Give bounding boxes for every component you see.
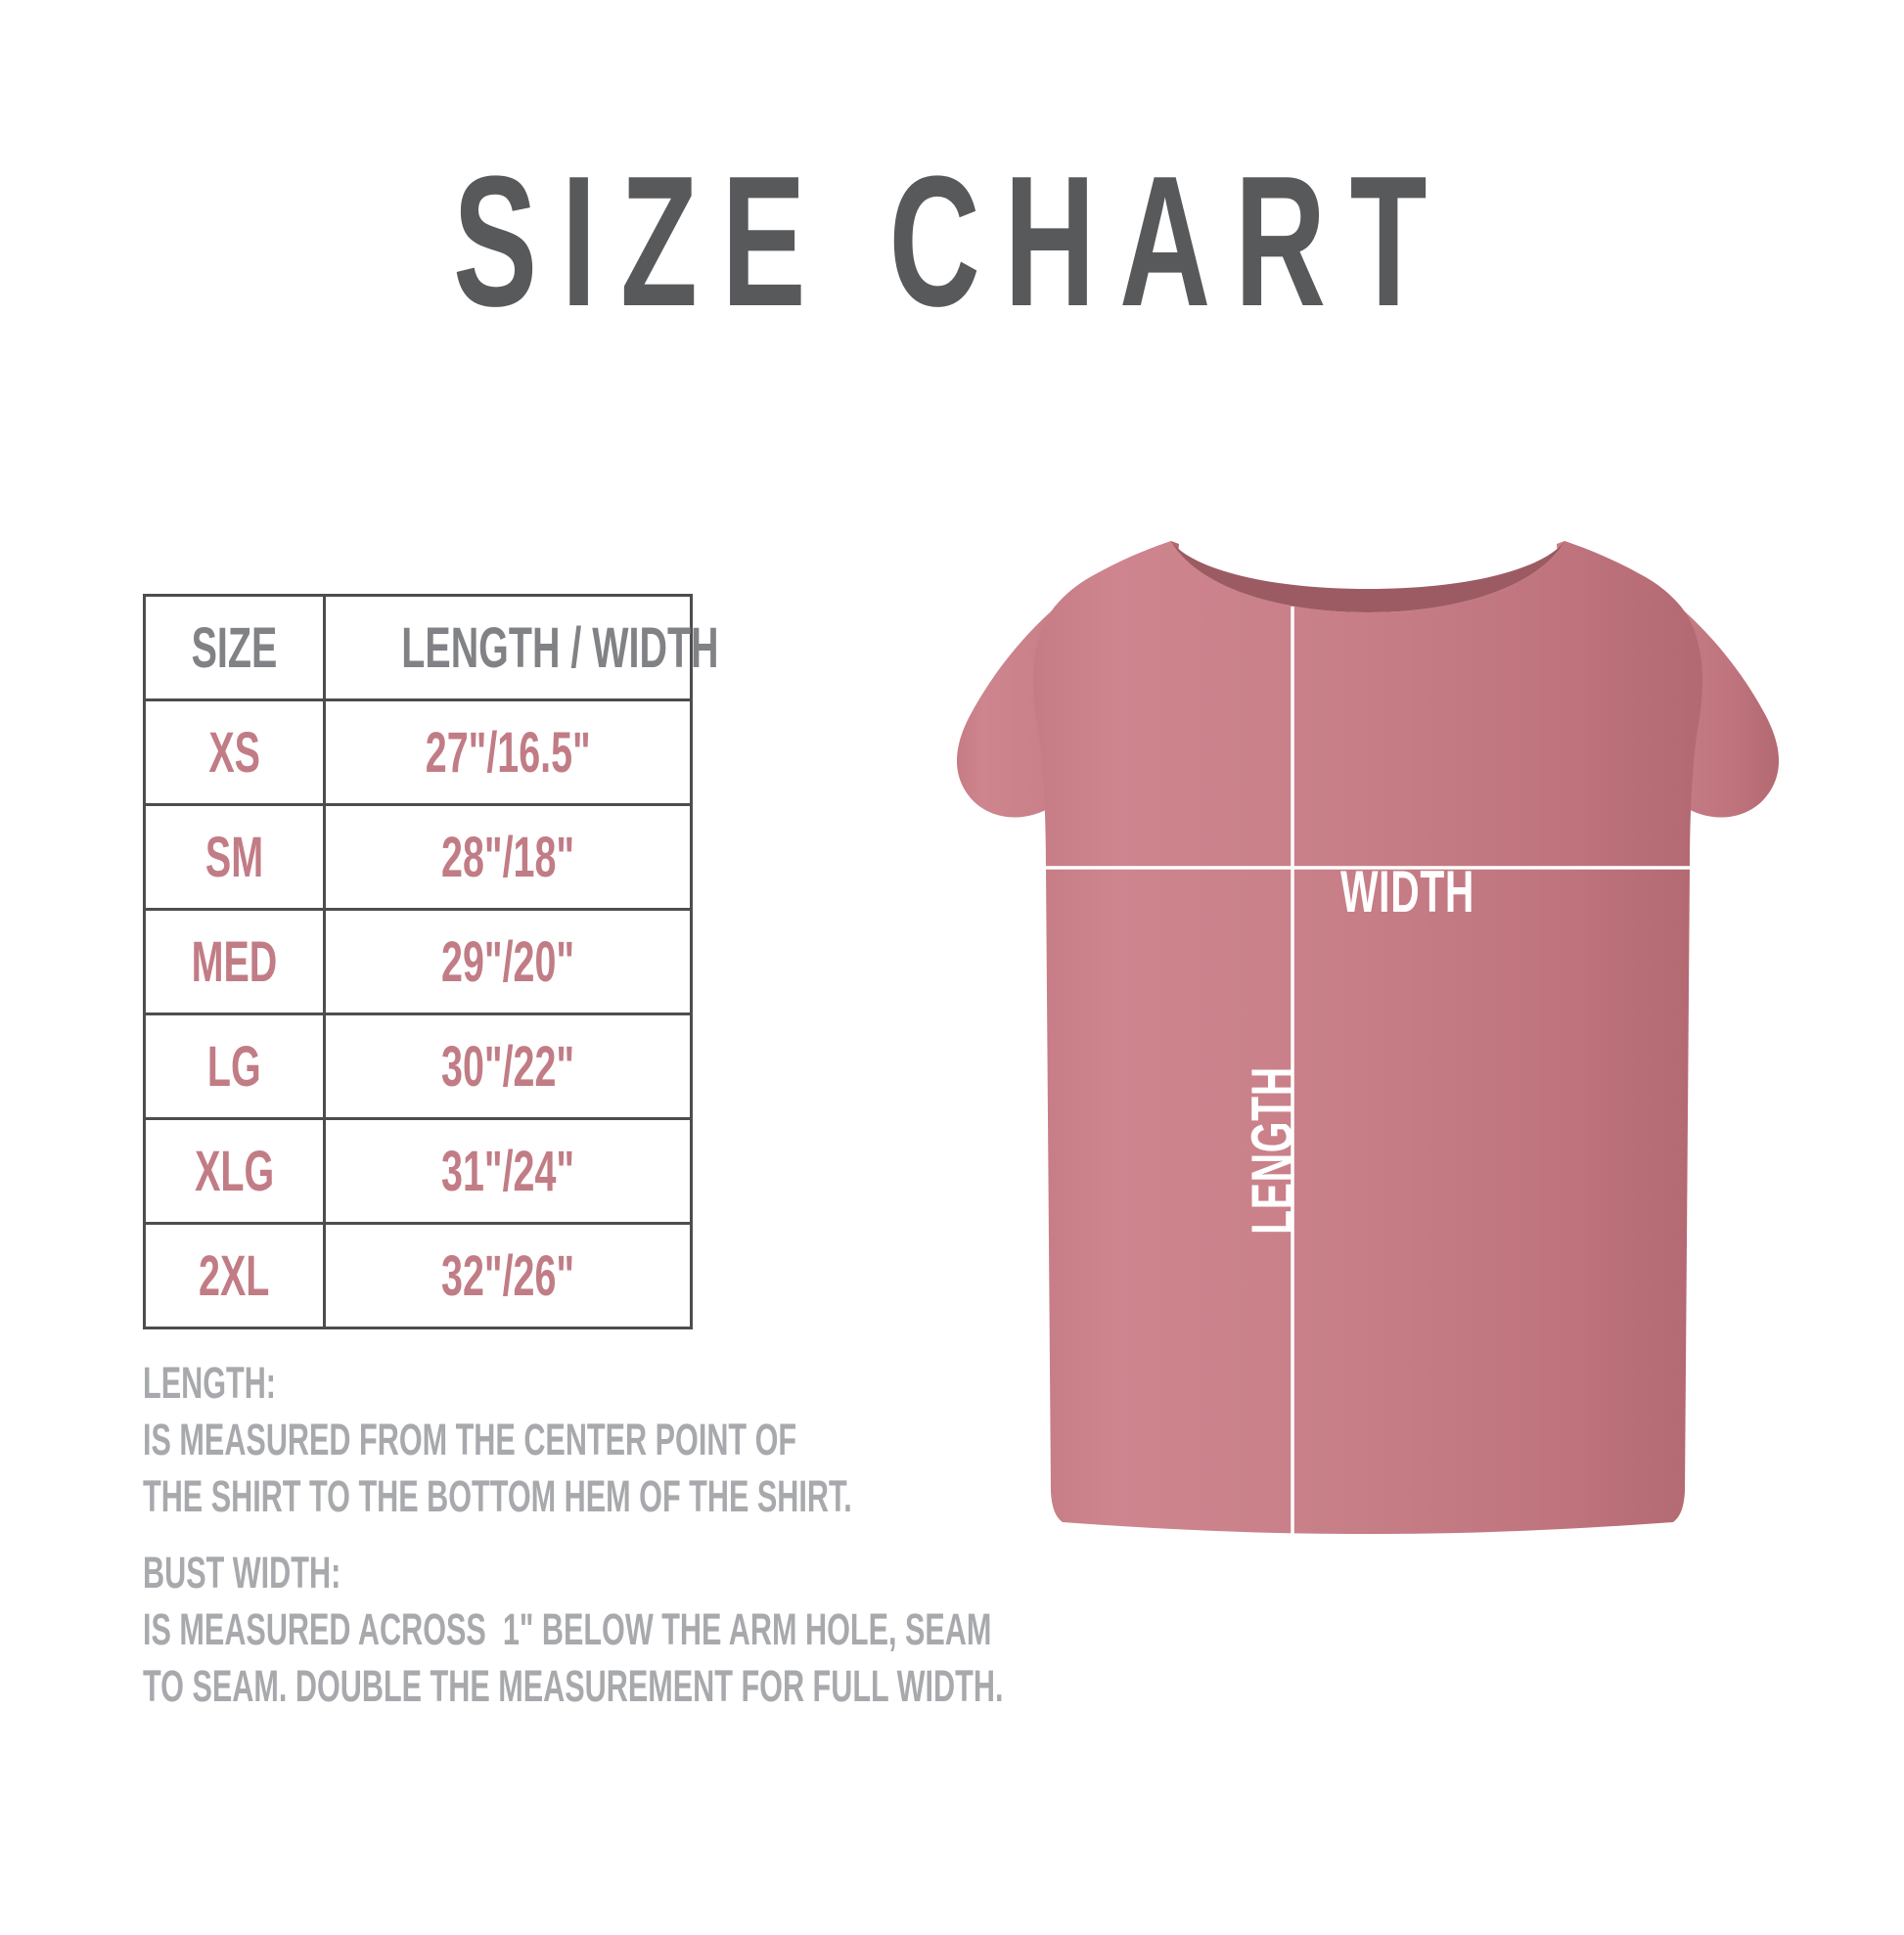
svg-text:LENGTH: LENGTH bbox=[1240, 1066, 1305, 1235]
svg-text:WIDTH: WIDTH bbox=[1340, 859, 1474, 924]
